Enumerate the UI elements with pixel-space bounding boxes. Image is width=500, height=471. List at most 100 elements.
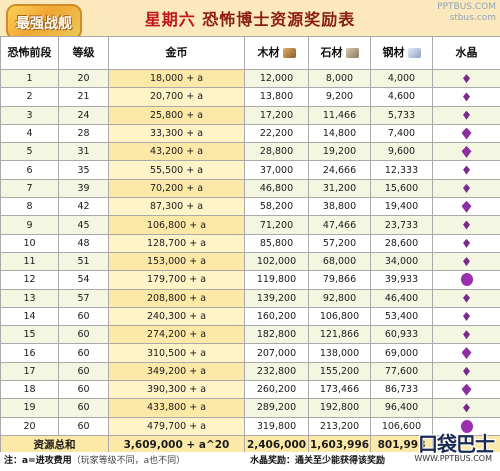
wood-cell: 85,800 bbox=[244, 233, 309, 253]
stage-cell: 9 bbox=[0, 215, 59, 235]
steel-cell: 5,733 bbox=[370, 105, 433, 125]
level-cell: 51 bbox=[58, 251, 109, 272]
wood-cell: 13,800 bbox=[244, 87, 309, 107]
table-row: 3 24 25,800 + a 17,200 11,466 5,733 bbox=[0, 105, 500, 125]
stone-cell: 121,866 bbox=[308, 325, 371, 345]
crystal-icon bbox=[461, 347, 472, 360]
totals-crystal bbox=[432, 434, 500, 455]
stage-cell: 4 bbox=[0, 123, 59, 144]
crystal-cell bbox=[432, 361, 500, 382]
crystal-icon bbox=[463, 257, 470, 267]
gold-cell: 208,800 + a bbox=[108, 288, 245, 308]
level-cell: 31 bbox=[58, 142, 109, 162]
crystal-icon bbox=[463, 183, 470, 193]
gold-cell: 20,700 + a bbox=[108, 87, 245, 107]
gold-cell: 274,200 + a bbox=[108, 325, 245, 345]
totals-row: 资源总和 3,609,000 + a^20 2,406,000 1,603,99… bbox=[0, 434, 500, 455]
header-crystal: 水晶 bbox=[432, 36, 500, 70]
table-row: 17 60 349,200 + a 232,800 155,200 77,600 bbox=[0, 361, 500, 382]
crystal-cell bbox=[432, 398, 500, 418]
level-cell: 35 bbox=[58, 160, 109, 180]
wood-cell: 37,000 bbox=[244, 160, 309, 180]
title-main: 恐怖博士资源奖励表 bbox=[202, 10, 356, 29]
stone-cell: 14,800 bbox=[308, 123, 371, 144]
steel-cell: 4,000 bbox=[370, 68, 433, 89]
level-cell: 20 bbox=[58, 68, 109, 89]
stone-cell: 106,800 bbox=[308, 306, 371, 327]
totals-steel: 801,998 bbox=[370, 434, 433, 455]
steel-cell: 12,333 bbox=[370, 160, 433, 180]
wood-cell: 182,800 bbox=[244, 325, 309, 345]
gold-cell: 349,200 + a bbox=[108, 361, 245, 382]
steel-cell: 34,000 bbox=[370, 251, 433, 272]
crystal-icon bbox=[463, 92, 470, 102]
crystal-cell bbox=[432, 325, 500, 345]
gold-cell: 153,000 + a bbox=[108, 251, 245, 272]
level-cell: 21 bbox=[58, 87, 109, 107]
wood-cell: 319,800 bbox=[244, 416, 309, 436]
steel-cell: 23,733 bbox=[370, 215, 433, 235]
level-cell: 48 bbox=[58, 233, 109, 253]
stone-cell: 57,200 bbox=[308, 233, 371, 253]
gold-cell: 390,300 + a bbox=[108, 380, 245, 400]
level-cell: 60 bbox=[58, 306, 109, 327]
gold-cell: 70,200 + a bbox=[108, 178, 245, 199]
stone-cell: 19,200 bbox=[308, 142, 371, 162]
table-row: 16 60 310,500 + a 207,000 138,000 69,000 bbox=[0, 343, 500, 363]
stone-cell: 47,466 bbox=[308, 215, 371, 235]
stone-cell: 38,800 bbox=[308, 197, 371, 217]
crystal-icon bbox=[463, 403, 470, 413]
crystal-icon bbox=[463, 220, 470, 230]
crystal-icon bbox=[463, 165, 470, 175]
steel-cell: 53,400 bbox=[370, 306, 433, 327]
stone-cell: 31,200 bbox=[308, 178, 371, 199]
steel-cell: 39,933 bbox=[370, 270, 433, 290]
level-cell: 45 bbox=[58, 215, 109, 235]
table-row: 4 28 33,300 + a 22,200 14,800 7,400 bbox=[0, 123, 500, 144]
stage-cell: 7 bbox=[0, 178, 59, 199]
stone-cell: 79,866 bbox=[308, 270, 371, 290]
table-row: 19 60 433,800 + a 289,200 192,800 96,400 bbox=[0, 398, 500, 418]
stage-cell: 14 bbox=[0, 306, 59, 327]
wood-cell: 119,800 bbox=[244, 270, 309, 290]
footer-note-crystal: 水晶奖励：通关至少能获得该奖励 bbox=[250, 456, 386, 466]
steel-cell: 60,933 bbox=[370, 325, 433, 345]
crystal-cell bbox=[432, 215, 500, 235]
stage-cell: 1 bbox=[0, 68, 59, 89]
table-row: 11 51 153,000 + a 102,000 68,000 34,000 bbox=[0, 251, 500, 272]
crystal-cell bbox=[432, 270, 500, 290]
brand-url: WWW.PPTBUS.COM bbox=[414, 454, 492, 463]
header-gold: 金币 bbox=[108, 36, 245, 70]
stone-cell: 9,200 bbox=[308, 87, 371, 107]
page-title: 星期六 恐怖博士资源奖励表 bbox=[0, 6, 500, 30]
steel-cell: 28,600 bbox=[370, 233, 433, 253]
wood-cell: 232,800 bbox=[244, 361, 309, 382]
stage-cell: 15 bbox=[0, 325, 59, 345]
logo-text: 最强战舰 bbox=[16, 16, 72, 32]
footer-note-cost: 注：a=进攻费用（玩家等级不同，a也不同） bbox=[4, 456, 186, 466]
crystal-cell bbox=[432, 380, 500, 400]
stone-cell: 213,200 bbox=[308, 416, 371, 436]
brand-watermark: 口袋巴士 WWW.PPTBUS.COM bbox=[414, 422, 498, 470]
stone-icon bbox=[345, 48, 359, 58]
game-logo: 最强战舰 bbox=[6, 4, 82, 40]
footer-notes: 注：a=进攻费用（玩家等级不同，a也不同） 水晶奖励：通关至少能获得该奖励 bbox=[0, 452, 500, 471]
table-row: 15 60 274,200 + a 182,800 121,866 60,933 bbox=[0, 325, 500, 345]
level-cell: 60 bbox=[58, 416, 109, 436]
steel-cell: 106,600 bbox=[370, 416, 433, 436]
table-row: 14 60 240,300 + a 160,200 106,800 53,400 bbox=[0, 306, 500, 327]
stone-cell: 11,466 bbox=[308, 105, 371, 125]
stone-cell: 155,200 bbox=[308, 361, 371, 382]
stone-cell: 192,800 bbox=[308, 398, 371, 418]
crystal-icon bbox=[463, 74, 470, 84]
steel-cell: 15,600 bbox=[370, 178, 433, 199]
gold-cell: 179,700 + a bbox=[108, 270, 245, 290]
table-row: 8 42 87,300 + a 58,200 38,800 19,400 bbox=[0, 197, 500, 217]
wood-cell: 207,000 bbox=[244, 343, 309, 363]
gold-cell: 87,300 + a bbox=[108, 197, 245, 217]
crystal-icon bbox=[463, 366, 470, 376]
table-body: 1 20 18,000 + a 12,000 8,000 4,000 2 21 20,700 +… bbox=[0, 68, 500, 436]
wood-cell: 139,200 bbox=[244, 288, 309, 308]
crystal-icon bbox=[463, 293, 470, 303]
stage-cell: 20 bbox=[0, 416, 59, 436]
